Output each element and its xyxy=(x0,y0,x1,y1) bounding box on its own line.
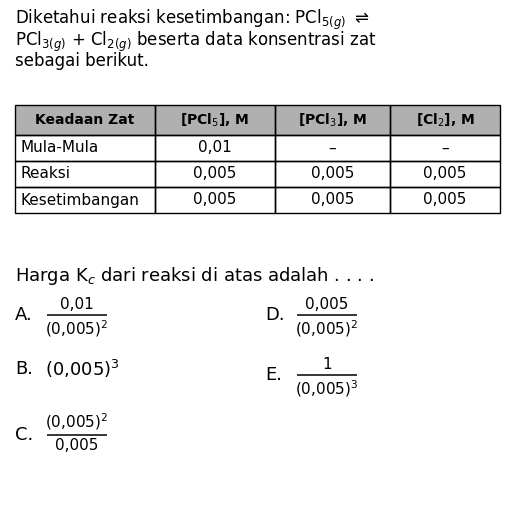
Text: 0,005: 0,005 xyxy=(423,167,467,182)
Text: Diketahui reaksi kesetimbangan: PCl$_{5(g)}$ $\rightleftharpoons$: Diketahui reaksi kesetimbangan: PCl$_{5(… xyxy=(15,8,369,32)
Text: A.: A. xyxy=(15,306,33,324)
Bar xyxy=(275,161,390,187)
Text: 0,005: 0,005 xyxy=(56,438,98,453)
Text: Mula-Mula: Mula-Mula xyxy=(21,141,99,155)
Bar xyxy=(155,105,275,135)
Text: 0,01: 0,01 xyxy=(60,297,94,312)
Text: 0,005: 0,005 xyxy=(193,167,237,182)
Bar xyxy=(390,105,500,135)
Text: 1: 1 xyxy=(322,357,332,372)
Text: –: – xyxy=(329,141,336,155)
Text: Kesetimbangan: Kesetimbangan xyxy=(21,192,140,207)
Text: (0,005)$^3$: (0,005)$^3$ xyxy=(295,378,359,399)
Text: 0,01: 0,01 xyxy=(198,141,232,155)
Text: 0,005: 0,005 xyxy=(193,192,237,207)
Text: 0,005: 0,005 xyxy=(311,192,354,207)
Bar xyxy=(155,135,275,161)
Text: 0,005: 0,005 xyxy=(311,167,354,182)
Bar xyxy=(275,187,390,213)
Text: (0,005)$^3$: (0,005)$^3$ xyxy=(45,358,120,380)
Text: Keadaan Zat: Keadaan Zat xyxy=(35,113,135,127)
Text: Reaksi: Reaksi xyxy=(21,167,71,182)
Text: 0,005: 0,005 xyxy=(423,192,467,207)
Bar xyxy=(390,135,500,161)
Text: E.: E. xyxy=(265,366,282,384)
Text: C.: C. xyxy=(15,426,33,444)
Bar xyxy=(390,161,500,187)
Text: Harga K$_c$ dari reaksi di atas adalah . . . .: Harga K$_c$ dari reaksi di atas adalah .… xyxy=(15,265,374,287)
Bar xyxy=(275,135,390,161)
Text: [PCl$_3$], M: [PCl$_3$], M xyxy=(298,111,367,129)
Bar xyxy=(155,187,275,213)
Bar xyxy=(15,135,155,161)
Text: (0,005)$^2$: (0,005)$^2$ xyxy=(295,318,359,339)
Text: 0,005: 0,005 xyxy=(306,297,348,312)
Text: [PCl$_5$], M: [PCl$_5$], M xyxy=(180,111,249,129)
Text: sebagai berikut.: sebagai berikut. xyxy=(15,52,149,70)
Bar xyxy=(275,105,390,135)
Text: –: – xyxy=(441,141,449,155)
Bar xyxy=(15,187,155,213)
Text: [Cl$_2$], M: [Cl$_2$], M xyxy=(416,111,475,129)
Bar xyxy=(155,161,275,187)
Bar xyxy=(15,105,155,135)
Text: D.: D. xyxy=(265,306,285,324)
Bar xyxy=(15,105,500,135)
Text: PCl$_{3(g)}$ + Cl$_{2(g)}$ beserta data konsentrasi zat: PCl$_{3(g)}$ + Cl$_{2(g)}$ beserta data … xyxy=(15,30,377,54)
Text: B.: B. xyxy=(15,360,33,378)
Text: (0,005)$^2$: (0,005)$^2$ xyxy=(45,318,109,339)
Text: (0,005)$^2$: (0,005)$^2$ xyxy=(45,411,109,432)
Bar xyxy=(15,161,155,187)
Bar xyxy=(390,187,500,213)
